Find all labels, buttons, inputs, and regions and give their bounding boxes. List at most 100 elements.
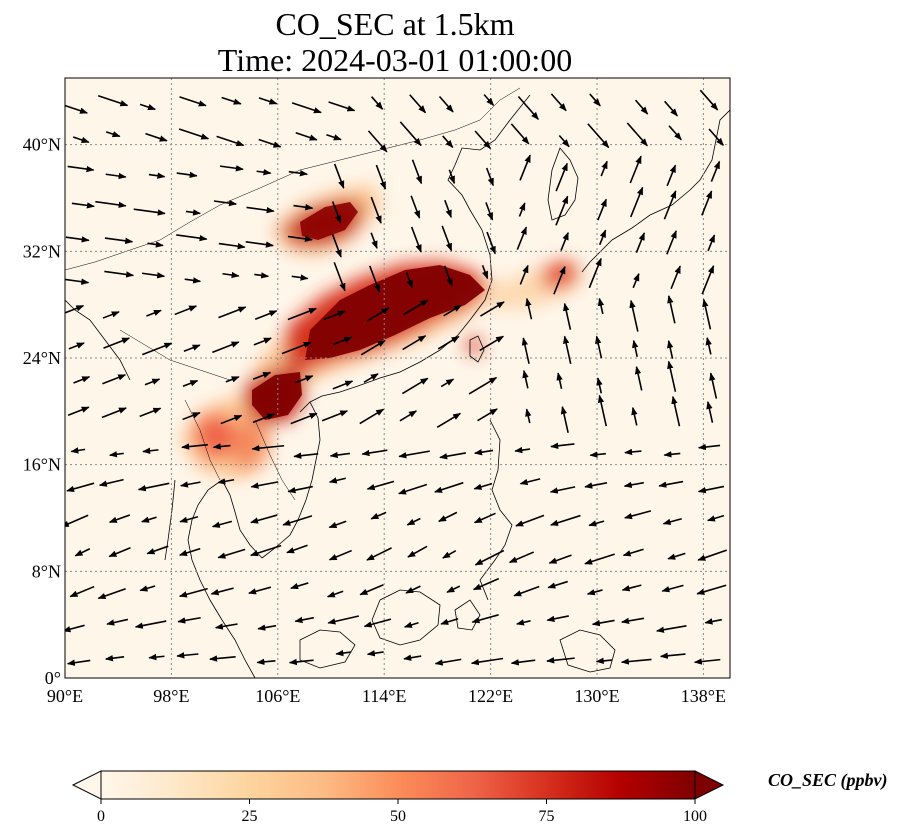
wind-arrow: [287, 307, 317, 321]
y-tick-label: 40°N: [23, 135, 61, 155]
wind-arrow: [184, 277, 202, 284]
wind-arrow: [183, 344, 201, 353]
wind-arrow: [101, 407, 127, 419]
wind-arrow: [256, 169, 272, 176]
wind-arrow: [550, 93, 567, 112]
wind-arrow: [331, 234, 342, 258]
wind-arrow: [359, 584, 384, 596]
colorbar-label: CO_SEC (ppbv): [768, 770, 888, 790]
wind-arrow: [185, 209, 201, 216]
wind-arrow: [624, 510, 652, 520]
y-tick-label: 8°N: [32, 561, 61, 581]
wind-arrow: [361, 449, 388, 457]
colorbar-bar: [100, 770, 696, 800]
wind-arrow: [588, 257, 602, 289]
wind-arrow: [471, 614, 499, 624]
wind-arrow: [663, 190, 677, 220]
wind-arrow: [663, 451, 681, 458]
wind-arrow: [178, 128, 210, 140]
wind-arrow: [105, 131, 121, 138]
wind-arrow: [699, 89, 719, 111]
wind-arrow: [600, 160, 608, 177]
wind-arrow: [474, 130, 491, 150]
wind-arrow: [547, 580, 568, 589]
x-tick-label: 138°E: [681, 686, 726, 706]
wind-arrow: [102, 374, 127, 385]
wind-arrow: [144, 378, 161, 386]
wind-arrow: [288, 170, 308, 177]
wind-arrow: [586, 589, 603, 596]
wind-arrow: [102, 311, 120, 319]
wind-arrow: [706, 400, 714, 423]
y-tick-label: 24°N: [23, 348, 61, 368]
wind-arrow: [620, 658, 652, 665]
wind-arrow: [485, 167, 494, 187]
wind-arrow: [145, 132, 168, 142]
wind-arrow: [442, 549, 457, 559]
wind-arrow: [251, 444, 285, 452]
wind-arrow: [558, 135, 570, 148]
wind-arrow: [141, 516, 157, 523]
wind-arrow: [252, 413, 276, 424]
wind-arrow: [436, 412, 462, 429]
wind-arrow: [363, 618, 392, 628]
x-tick-label: 122°E: [468, 686, 513, 706]
map-title-line2: Time: 2024-03-01 01:00:00: [217, 42, 573, 78]
wind-arrow: [221, 96, 242, 105]
wind-arrow: [697, 485, 725, 494]
wind-arrow: [70, 447, 86, 454]
wind-arrow: [326, 133, 342, 141]
wind-arrow: [95, 200, 127, 209]
wind-arrow: [510, 659, 536, 666]
wind-arrow: [440, 378, 455, 388]
wind-arrow: [333, 163, 345, 189]
wind-arrow: [589, 451, 606, 458]
wind-arrow: [401, 377, 429, 395]
wind-arrow: [103, 337, 131, 349]
wind-arrow: [634, 99, 649, 115]
wind-arrow: [671, 395, 681, 427]
wind-arrow: [668, 125, 682, 141]
wind-arrow: [219, 165, 244, 172]
wind-arrow: [105, 172, 127, 180]
map-title-line1: CO_SEC at 1.5km: [275, 6, 515, 42]
wind-arrow: [555, 162, 568, 192]
wind-arrow: [218, 242, 246, 250]
wind-arrow: [621, 584, 642, 592]
wind-arrow: [288, 658, 314, 666]
wind-arrow: [553, 265, 566, 295]
wind-arrow: [366, 650, 384, 657]
wind-arrow: [139, 585, 156, 592]
colorbar-tick-label: 0: [97, 808, 105, 825]
y-axis-ticks: 0° 8°N 16°N 24°N 32°N 40°N: [23, 135, 61, 688]
wind-arrow: [402, 335, 427, 351]
wind-arrow: [327, 615, 360, 625]
wind-arrow: [548, 554, 572, 564]
wind-arrow: [370, 196, 382, 224]
wind-arrow: [515, 514, 545, 527]
wind-arrow: [254, 272, 270, 279]
wind-arrow: [473, 482, 493, 490]
wind-arrow: [210, 587, 234, 596]
wind-arrow: [217, 478, 235, 485]
wind-arrow: [257, 624, 277, 631]
wind-arrow: [133, 208, 166, 216]
wind-arrow: [220, 414, 243, 425]
wind-arrow: [252, 371, 272, 380]
x-tick-label: 130°E: [574, 686, 619, 706]
y-tick-label: 16°N: [23, 455, 61, 475]
wind-arrow: [399, 121, 422, 147]
wind-arrow: [213, 199, 237, 207]
wind-vectors: [65, 89, 728, 666]
wind-arrow: [584, 482, 608, 489]
wind-arrow: [142, 342, 173, 356]
x-tick-label: 114°E: [362, 686, 407, 706]
wind-arrow: [146, 545, 169, 555]
wind-arrow: [139, 407, 162, 418]
wind-arrow: [182, 379, 199, 388]
wind-arrow: [584, 553, 615, 565]
wind-arrow: [250, 514, 278, 524]
wind-arrow: [290, 412, 318, 425]
wind-arrow: [410, 195, 421, 219]
wind-arrow: [513, 585, 540, 597]
